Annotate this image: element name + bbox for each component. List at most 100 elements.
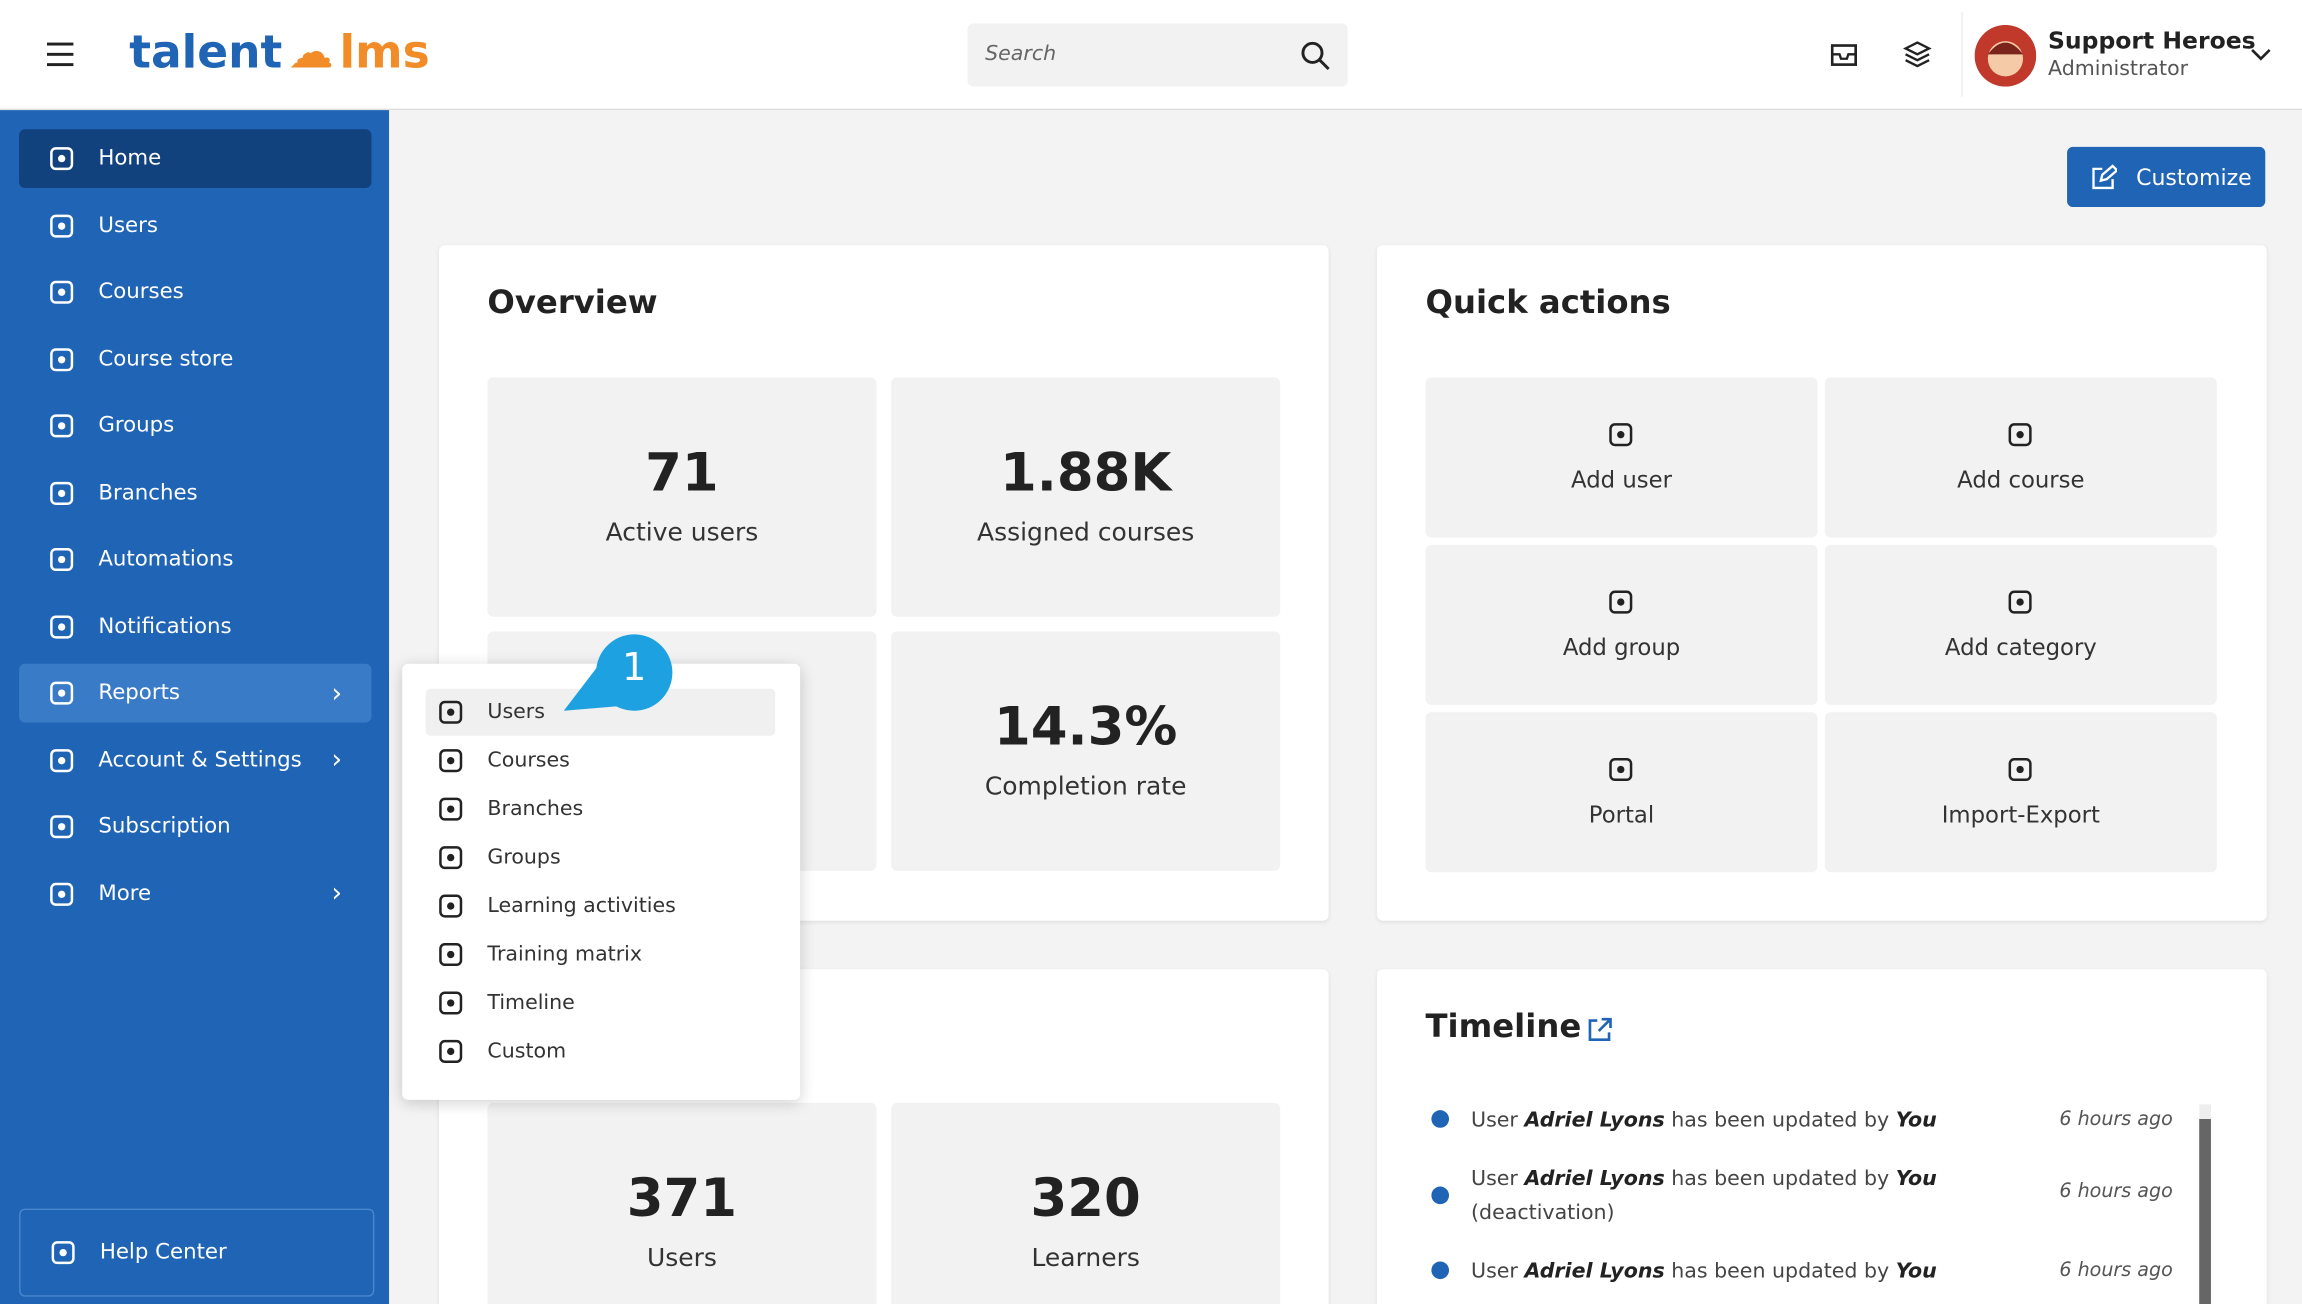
chevron	[2251, 48, 2271, 61]
quick-action[interactable]: Add group	[1425, 544, 1818, 705]
nav-label: Automations	[98, 547, 234, 572]
nav-item[interactable]: Users	[19, 196, 371, 255]
timeline-part: has been updated by	[1664, 1259, 1896, 1284]
icon	[50, 213, 74, 237]
quick-action[interactable]: Add user	[1425, 377, 1818, 538]
icon	[51, 1241, 75, 1265]
menu-icon[interactable]	[46, 41, 76, 67]
icon	[439, 1039, 463, 1063]
icon	[50, 347, 74, 371]
icon	[439, 942, 463, 967]
timeline-card: Timeline User Adriel Lyons has been upda…	[1377, 969, 2267, 1304]
help-label: Help Center	[99, 1240, 227, 1265]
nav-item[interactable]: Course store	[19, 330, 371, 389]
quick-action-label: Add category	[1944, 634, 2097, 661]
quick-action[interactable]: Import-Export	[1824, 712, 2217, 873]
logo[interactable]: talent ☁ lms	[129, 26, 430, 80]
icon	[50, 547, 74, 572]
nav-item[interactable]: Account & Settings ›	[19, 731, 371, 790]
user-menu[interactable]: Support Heroes Administrator	[1961, 11, 2293, 97]
menu-item[interactable]: Timeline	[426, 979, 775, 1026]
nav-item[interactable]: Branches	[19, 463, 371, 522]
search-box[interactable]: Search	[967, 23, 1348, 87]
timeline-dot	[1431, 1110, 1450, 1128]
nav-item[interactable]: Notifications	[19, 597, 371, 656]
timeline-text: User Adriel Lyons has been updated by Yo…	[1471, 1256, 1955, 1290]
nav-item[interactable]: Automations	[19, 530, 371, 589]
menu-label: Courses	[487, 748, 570, 773]
nav-label: Subscription	[98, 815, 231, 839]
menu-item[interactable]: Courses	[426, 737, 775, 784]
icon	[50, 882, 74, 906]
layers-icon[interactable]	[1902, 40, 1932, 69]
stat-label: Users	[646, 1243, 717, 1274]
stat-value: 71	[645, 443, 719, 504]
quick-action[interactable]: Add category	[1824, 544, 2217, 705]
stat-label: Assigned courses	[977, 518, 1195, 548]
inbox-icon[interactable]	[1830, 41, 1857, 67]
quick-action-label: Import-Export	[1941, 801, 2100, 829]
stat-label: Active users	[605, 518, 759, 548]
timeline-time: 6 hours ago	[2059, 1259, 2173, 1283]
stat-tile: 320 Learners	[891, 1102, 1281, 1304]
nav-label: Courses	[98, 280, 184, 304]
timeline-part: (deactivation)	[1471, 1201, 1615, 1225]
user-name: Support Heroes	[2047, 26, 2256, 55]
menu-item[interactable]: Learning activities	[426, 883, 775, 930]
menu-item[interactable]: Groups	[426, 834, 775, 881]
timeline-part: You	[1895, 1108, 1937, 1133]
timeline-part: You	[1895, 1259, 1937, 1284]
card-title: Quick actions	[1425, 284, 1671, 322]
nav-item[interactable]: Courses	[19, 263, 371, 322]
timeline-part: Adriel Lyons	[1524, 1259, 1665, 1284]
icon	[50, 815, 74, 839]
badge-number: 1	[622, 646, 647, 691]
icon	[1609, 757, 1633, 782]
icon	[439, 846, 463, 870]
menu-item[interactable]: Training matrix	[426, 931, 775, 978]
nav-item[interactable]: Groups	[19, 396, 371, 455]
stat-value: 320	[1030, 1168, 1141, 1230]
icon	[2008, 757, 2032, 782]
menu-label: Timeline	[487, 991, 575, 1015]
quick-action[interactable]: Add course	[1824, 377, 2217, 538]
timeline-time: 6 hours ago	[2059, 1108, 2173, 1131]
avatar	[1974, 24, 2037, 87]
quick-action-label: Add course	[1957, 466, 2085, 494]
nav-item[interactable]: More ›	[19, 864, 371, 923]
quick-action-label: Add group	[1562, 634, 1681, 661]
menu-label: Learning activities	[487, 894, 676, 918]
nav-item[interactable]: Reports ›	[19, 663, 372, 723]
quick-action[interactable]: Portal	[1425, 712, 1818, 873]
quick-action-label: Portal	[1588, 801, 1655, 829]
search-placeholder: Search	[985, 42, 1057, 67]
menu-item[interactable]: Custom	[426, 1028, 775, 1075]
customize-button[interactable]: Customize	[2067, 146, 2266, 208]
help-center[interactable]: Help Center	[19, 1208, 375, 1297]
timeline-part: User	[1471, 1259, 1525, 1284]
icon	[50, 481, 74, 505]
nav-label: More	[98, 881, 152, 906]
icon	[1609, 423, 1633, 447]
nav-label: Account & Settings	[98, 748, 302, 772]
icon	[50, 748, 74, 772]
external-link-icon[interactable]	[1587, 1016, 1613, 1042]
stat-value: 14.3%	[993, 697, 1178, 758]
nav-item[interactable]: Subscription	[19, 797, 371, 856]
icon	[50, 614, 74, 638]
customize-label: Customize	[2136, 163, 2252, 191]
scrollbar[interactable]	[2199, 1104, 2211, 1304]
icon	[50, 414, 74, 438]
header: talent ☁ lms Search Support Heroes Adminis…	[0, 0, 2302, 111]
step-badge	[563, 634, 673, 711]
nav-label: Branches	[98, 480, 198, 505]
timeline-part: User	[1471, 1108, 1525, 1133]
icon	[439, 749, 463, 773]
nav-item[interactable]: Home	[19, 129, 372, 188]
edit-icon	[2092, 163, 2118, 189]
menu-item[interactable]: Branches	[426, 786, 775, 833]
icon	[2008, 590, 2032, 614]
timeline-part: has been updated by	[1664, 1108, 1896, 1133]
